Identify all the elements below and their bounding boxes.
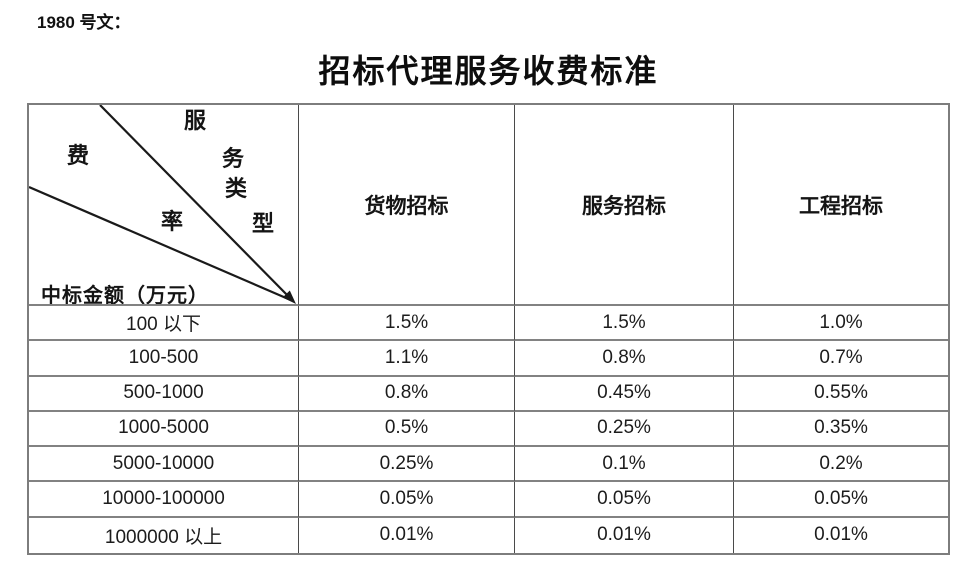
bid-amount-range: 10000-100000 bbox=[29, 482, 299, 518]
diagonal-divider-lines bbox=[29, 105, 296, 304]
rate-works: 0.7% bbox=[734, 341, 948, 377]
fee-table: 服 务 类 型 费 率 中标金额（万元） 货物招标 服务招标 工程招标 100 … bbox=[27, 103, 950, 555]
rate-goods: 0.01% bbox=[299, 517, 515, 553]
doc-ref: 1980 号文： bbox=[37, 13, 131, 32]
rate-works: 0.35% bbox=[734, 412, 948, 448]
rate-services: 0.01% bbox=[515, 517, 734, 553]
bid-amount-range: 500-1000 bbox=[29, 376, 299, 412]
rate-goods: 0.8% bbox=[299, 376, 515, 412]
column-header-goods: 货物招标 bbox=[299, 105, 515, 306]
bid-amount-range: 100 以下 bbox=[29, 306, 299, 342]
arrowhead-icon bbox=[282, 290, 296, 304]
rate-services: 1.5% bbox=[515, 306, 734, 342]
rate-goods: 1.5% bbox=[299, 306, 515, 342]
corner-axis-top-char: 型 bbox=[252, 211, 275, 236]
rate-services: 0.1% bbox=[515, 447, 734, 483]
corner-row-header: 中标金额（万元） bbox=[41, 285, 209, 306]
bid-amount-range: 100-500 bbox=[29, 341, 299, 377]
rate-works: 0.05% bbox=[734, 482, 948, 518]
rate-works: 1.0% bbox=[734, 306, 948, 342]
bid-amount-range: 5000-10000 bbox=[29, 447, 299, 483]
corner-cell: 服 务 类 型 费 率 中标金额（万元） bbox=[29, 105, 299, 306]
rate-works: 0.55% bbox=[734, 377, 948, 412]
corner-axis-left-char: 费 bbox=[67, 143, 90, 168]
rate-services: 0.25% bbox=[515, 411, 734, 448]
page-title: 招标代理服务收费标准 bbox=[318, 53, 659, 89]
rate-goods: 0.5% bbox=[299, 411, 515, 448]
column-header-services: 服务招标 bbox=[515, 105, 734, 306]
rate-goods: 0.25% bbox=[299, 447, 515, 483]
rate-services: 0.45% bbox=[515, 376, 734, 412]
bid-amount-range: 1000000 以上 bbox=[29, 517, 299, 553]
column-header-works: 工程招标 bbox=[734, 105, 948, 306]
rate-services: 0.8% bbox=[515, 341, 734, 377]
rate-works: 0.01% bbox=[814, 524, 868, 546]
corner-axis-top-char: 务 bbox=[222, 146, 245, 171]
bid-amount-range: 1000-5000 bbox=[29, 411, 299, 448]
corner-axis-top-char: 类 bbox=[225, 176, 248, 201]
corner-axis-left-char: 率 bbox=[161, 209, 184, 234]
rate-goods: 0.05% bbox=[299, 482, 515, 518]
rate-services: 0.05% bbox=[515, 482, 734, 518]
rate-goods: 1.1% bbox=[299, 341, 515, 377]
rate-works: 0.2% bbox=[734, 447, 948, 483]
corner-axis-top-char: 服 bbox=[184, 108, 207, 133]
